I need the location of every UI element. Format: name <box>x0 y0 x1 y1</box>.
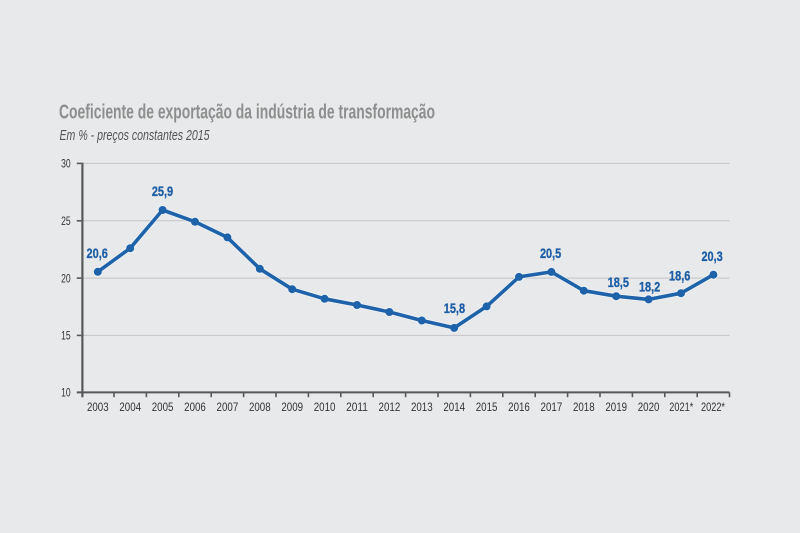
svg-text:25: 25 <box>61 214 71 228</box>
svg-text:2015: 2015 <box>476 400 498 414</box>
svg-text:2010: 2010 <box>314 400 336 414</box>
svg-text:15,8: 15,8 <box>444 301 466 316</box>
svg-text:2018: 2018 <box>573 400 595 414</box>
svg-text:2012: 2012 <box>379 400 401 414</box>
svg-text:18,6: 18,6 <box>669 269 691 284</box>
svg-text:2019: 2019 <box>605 400 627 414</box>
svg-text:18,2: 18,2 <box>639 280 660 295</box>
svg-text:2008: 2008 <box>249 400 271 414</box>
svg-text:2011: 2011 <box>346 400 368 414</box>
svg-text:2021*: 2021* <box>669 400 693 414</box>
svg-text:30: 30 <box>61 157 71 171</box>
svg-text:2009: 2009 <box>281 400 303 414</box>
svg-text:10: 10 <box>61 386 71 400</box>
svg-text:2017: 2017 <box>541 400 563 414</box>
svg-text:Coeficiente de exportação da i: Coeficiente de exportação da indústria d… <box>59 102 435 124</box>
svg-text:2020: 2020 <box>638 400 660 414</box>
svg-text:20,3: 20,3 <box>701 249 723 264</box>
svg-text:2016: 2016 <box>508 400 530 414</box>
svg-text:Em % - preços constantes 2015: Em % - preços constantes 2015 <box>60 127 210 144</box>
svg-text:25,9: 25,9 <box>152 184 173 199</box>
svg-text:2014: 2014 <box>443 400 465 414</box>
svg-text:15: 15 <box>61 329 71 343</box>
svg-text:2007: 2007 <box>217 400 239 414</box>
svg-text:2022*: 2022* <box>701 400 725 414</box>
svg-text:2006: 2006 <box>184 400 206 414</box>
svg-text:20,5: 20,5 <box>540 246 562 261</box>
svg-text:2004: 2004 <box>119 400 141 414</box>
svg-text:20: 20 <box>61 271 71 285</box>
svg-text:20,6: 20,6 <box>87 246 109 261</box>
svg-text:2005: 2005 <box>152 400 174 414</box>
svg-text:2003: 2003 <box>87 400 109 414</box>
svg-text:18,5: 18,5 <box>608 275 630 290</box>
svg-text:2013: 2013 <box>411 400 433 414</box>
